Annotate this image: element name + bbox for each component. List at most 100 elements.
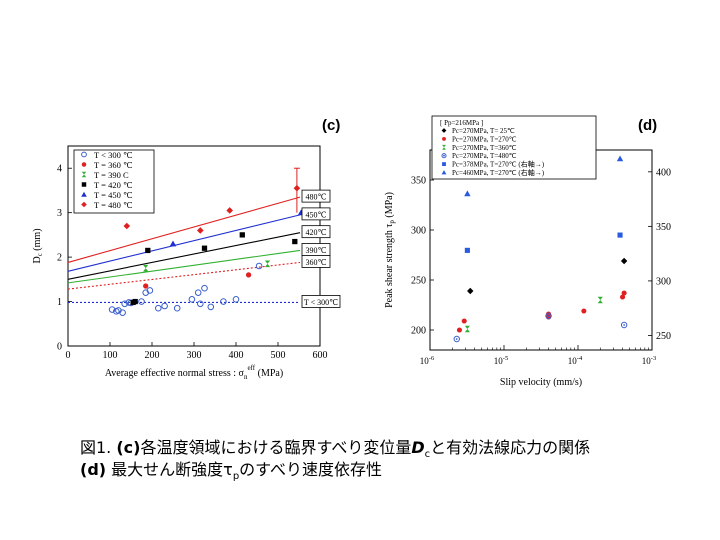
chart-d-legend-box bbox=[431, 115, 597, 180]
chart-c-point bbox=[121, 300, 129, 308]
chart-c-line-label: 450℃ bbox=[306, 210, 327, 219]
chart-d-legend: [ Pp=216MPa ] Pc=270MPa, T= 25℃Pc=270MPa… bbox=[431, 115, 597, 180]
chart-c-legend-box bbox=[73, 149, 155, 214]
chart-c-point bbox=[154, 304, 162, 312]
chart-c: (c) 0 100 200 300 400 500 600 0 1 2 3 4 480℃ 450℃ 420… bbox=[32, 117, 352, 390]
chart-c-point bbox=[255, 262, 263, 270]
caption-line-2: (d) 最大せん断強度τpのすべり速度依存性 bbox=[80, 456, 382, 482]
chart-c-point bbox=[132, 298, 138, 305]
chart-d-y2tick-label: 400 bbox=[656, 167, 671, 178]
chart-c-point bbox=[173, 304, 181, 312]
chart-c-point bbox=[145, 247, 151, 254]
chart-d-xtick-label: 10-4 bbox=[568, 355, 583, 366]
chart-c-point bbox=[207, 303, 215, 311]
chart-c-legend-marker bbox=[81, 171, 87, 178]
chart-d-ytick-label: 300 bbox=[411, 226, 426, 237]
chart-c-point bbox=[169, 240, 177, 247]
chart-c-legend: T < 300 ℃T = 360 ℃T = 390 CT = 420 ℃T = … bbox=[73, 149, 155, 214]
chart-c-line-label: 480℃ bbox=[306, 193, 327, 202]
chart-d-ytick-label: 200 bbox=[411, 326, 426, 337]
chart-c-legend-label: T < 300 ℃ bbox=[94, 150, 133, 160]
chart-c-ytick-label: 2 bbox=[57, 253, 62, 264]
chart-d-point bbox=[597, 296, 603, 304]
chart-d-legend-marker-dot bbox=[443, 154, 445, 157]
chart-c-point bbox=[239, 232, 245, 238]
chart-c-point bbox=[197, 227, 204, 234]
chart-d-point bbox=[545, 312, 552, 320]
chart-c-ytick-label: 1 bbox=[57, 297, 62, 308]
chart-d-point bbox=[620, 257, 628, 265]
chart-d-legend-marker-ring bbox=[441, 153, 447, 159]
chart-d-y2tick-label: 250 bbox=[656, 331, 671, 342]
chart-d-point bbox=[453, 335, 460, 343]
chart-d-legend-marker bbox=[442, 144, 446, 150]
figure: (c) 0 100 200 300 400 500 600 0 1 2 3 4 480℃ 450℃ 420… bbox=[32, 110, 678, 390]
chart-c-line-label: 420℃ bbox=[306, 228, 327, 237]
chart-c-xtick-label: 200 bbox=[145, 350, 160, 361]
chart-c-line-label: 360℃ bbox=[306, 258, 327, 267]
chart-c-point bbox=[232, 296, 240, 303]
chart-c-point bbox=[226, 207, 233, 214]
chart-c-axis-ticks: 0 100 200 300 400 500 600 0 1 2 3 4 bbox=[57, 164, 328, 361]
chart-c-point bbox=[196, 300, 204, 308]
chart-c-point bbox=[201, 245, 208, 251]
chart-c-line-label: 390℃ bbox=[306, 246, 327, 255]
chart-c-ylabel: Dc (mm) bbox=[32, 228, 44, 263]
chart-c-legend-label: T = 450 ℃ bbox=[94, 190, 133, 200]
chart-d-point bbox=[581, 308, 587, 314]
chart-d-ylabel: Peak shear strength τp (MPa) bbox=[384, 192, 396, 308]
chart-c-fit-line bbox=[67, 249, 301, 284]
chart-d-point bbox=[617, 232, 623, 238]
chart-d-legend-label: Pc=270MPa, T=480℃ bbox=[452, 152, 517, 160]
chart-c-ytick-label: 3 bbox=[57, 208, 62, 219]
chart-c-xtick-label: 0 bbox=[66, 350, 71, 361]
chart-c-xtick-label: 400 bbox=[229, 350, 244, 361]
caption-text-2: と有効法線応力の関係 bbox=[430, 438, 591, 457]
chart-d-points bbox=[453, 155, 628, 343]
chart-d-legend-label: Pc=270MPa, T=360℃ bbox=[452, 144, 517, 152]
chart-c-point bbox=[220, 298, 227, 305]
chart-c-points bbox=[108, 184, 305, 316]
chart-d-legend-marker bbox=[441, 170, 447, 175]
chart-d-legend-label: Pc=460MPa, T=270℃ (右軸→) bbox=[452, 168, 545, 177]
chart-d-point-dot bbox=[455, 338, 458, 340]
chart-c-legend-label: T = 360 ℃ bbox=[94, 160, 133, 170]
chart-d-xlabel: Slip velocity (mm/s) bbox=[500, 377, 582, 388]
caption-line-1: 図1. (c)各温度領域における臨界すべり変位量Dcと有効法線応力の関係 bbox=[80, 434, 590, 460]
chart-d-legend-label: Pc=270MPa, T= 25℃ bbox=[452, 127, 515, 135]
caption-text-3: 最大せん断強度τ bbox=[106, 460, 233, 479]
chart-d-point-dot bbox=[547, 315, 550, 317]
chart-c-point bbox=[143, 283, 149, 289]
chart-c-fit-line bbox=[67, 261, 301, 290]
chart-d-point bbox=[461, 318, 467, 324]
chart-c-xtick-label: 100 bbox=[103, 350, 118, 361]
chart-c-point bbox=[138, 298, 145, 305]
chart-c-legend-label: T = 420 ℃ bbox=[94, 180, 133, 190]
chart-c-point bbox=[292, 238, 298, 245]
chart-d-y2tick-label: 350 bbox=[656, 222, 671, 233]
chart-d-point bbox=[620, 321, 628, 329]
chart-d-point bbox=[616, 155, 624, 162]
chart-d-y2tick-label: 300 bbox=[656, 276, 671, 287]
chart-c-legend-marker bbox=[81, 191, 87, 197]
chart-c-point bbox=[188, 296, 196, 303]
chart-c-legend-label: T = 480 ℃ bbox=[94, 200, 133, 210]
chart-d-point-ring bbox=[545, 312, 552, 320]
chart-c-point bbox=[119, 309, 126, 316]
chart-c-point bbox=[245, 272, 252, 278]
chart-c-fit-lines bbox=[67, 167, 301, 303]
chart-c-fit-line bbox=[67, 196, 301, 263]
chart-d-point bbox=[467, 287, 474, 295]
chart-d-legend-marker bbox=[442, 136, 446, 141]
chart-d-legend-label: Pc=378MPa, T=270℃ (右軸→) bbox=[452, 160, 545, 169]
chart-c-legend-marker bbox=[81, 201, 87, 208]
chart-c-line-label-box bbox=[301, 207, 331, 221]
caption-fig-number: 図1. bbox=[80, 438, 117, 457]
chart-d-panel-label: (d) bbox=[638, 117, 657, 134]
chart-c-legend-marker bbox=[81, 151, 87, 158]
chart-c-ytick-label: 4 bbox=[57, 164, 62, 175]
chart-d: (d) 10-6 10-5 10-4 10-3 200 250 300 350 250 300 35… bbox=[378, 110, 678, 390]
chart-d-legend-marker bbox=[441, 128, 447, 133]
chart-c-point bbox=[201, 284, 208, 292]
chart-c-line-label-box bbox=[301, 255, 331, 268]
